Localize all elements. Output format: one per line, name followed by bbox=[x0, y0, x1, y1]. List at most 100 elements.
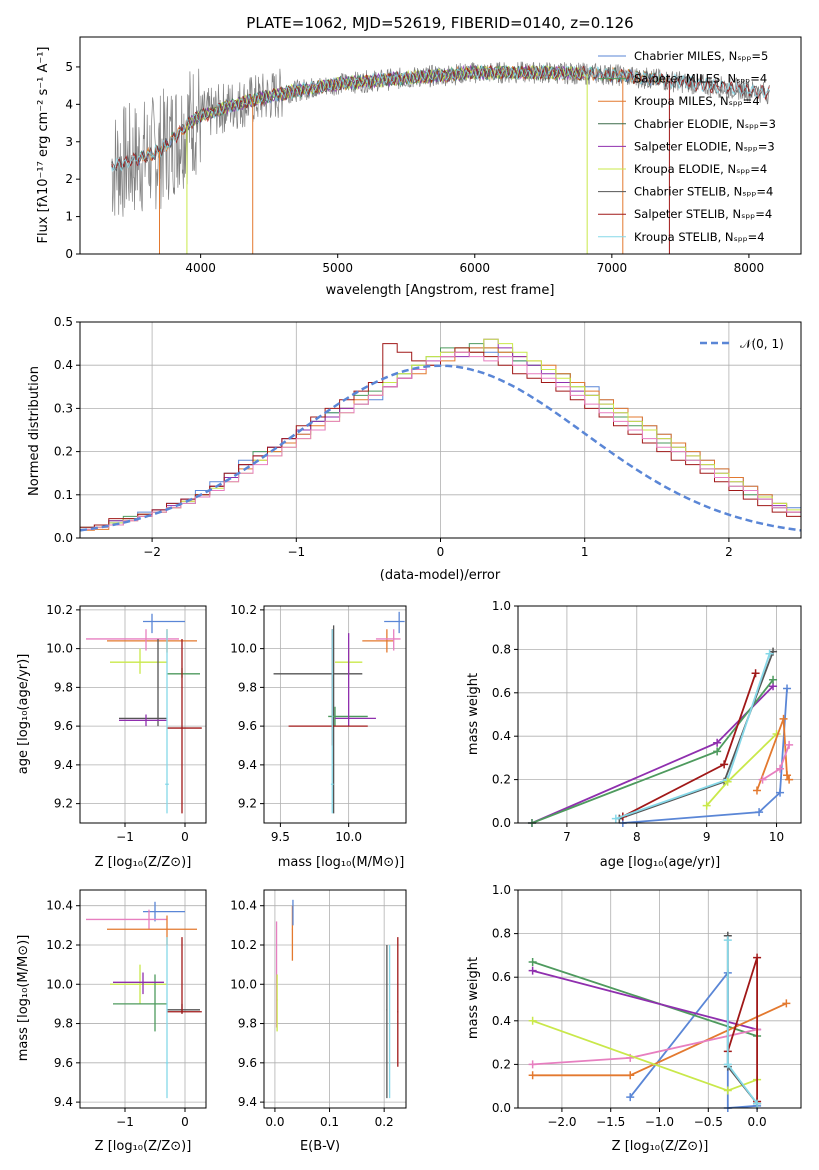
y-tick-label: 9.6 bbox=[54, 719, 73, 733]
legend-label: Salpeter STELIB, Nₛₚₚ=4 bbox=[634, 207, 772, 221]
y-tick-label: 3 bbox=[65, 135, 73, 149]
y-tick-label: 2 bbox=[65, 172, 73, 186]
y-tick-label: 9.8 bbox=[54, 680, 73, 694]
residual-histogram-panel: −2 −1 0 1 2 0.0 0.1 0.2 0.3 0.4 0.5 (data-model)/e… bbox=[27, 315, 802, 583]
x-tick-label: 0.0 bbox=[265, 1115, 284, 1129]
x-tick-label: 7000 bbox=[597, 261, 628, 275]
x-tick-label: 2 bbox=[725, 545, 733, 559]
y-tick-label: 0.6 bbox=[492, 686, 511, 700]
y-tick-label: 9.8 bbox=[238, 1017, 257, 1031]
y-tick-label: 9.8 bbox=[54, 1017, 73, 1031]
x-tick-label: −1 bbox=[116, 1115, 134, 1129]
y-tick-label: 0.2 bbox=[492, 1057, 511, 1071]
weight-series bbox=[756, 718, 790, 791]
spectrum-xlabel: wavelength [Angstrom, rest frame] bbox=[326, 283, 555, 298]
weight-marker bbox=[723, 777, 732, 786]
residual-xlabel: (data-model)/error bbox=[380, 568, 501, 583]
y-tick-label: 10.0 bbox=[230, 642, 257, 656]
y-tick-label: 10.0 bbox=[46, 977, 73, 991]
spectrum-legend: Chabrier MILES, Nₛₚₚ=5 Salpeter MILES, Nₛ… bbox=[598, 49, 776, 244]
y-tick-label: 5 bbox=[65, 60, 73, 74]
mass-vs-ebv-xlabel: E(B-V) bbox=[300, 1139, 340, 1154]
weight-marker bbox=[702, 801, 711, 810]
legend-label: Chabrier ELODIE, Nₛₚₚ=3 bbox=[634, 117, 776, 131]
y-tick-label: 10.2 bbox=[230, 603, 257, 617]
weight-marker bbox=[776, 764, 785, 773]
x-tick-label: 1 bbox=[581, 545, 589, 559]
weight-marker bbox=[626, 1071, 635, 1080]
weight-marker bbox=[785, 740, 794, 749]
mass-vs-Z-xlabel: Z [log₁₀(Z/Z⊙)] bbox=[95, 1139, 192, 1154]
y-tick-label: 0.4 bbox=[54, 358, 73, 372]
x-tick-label: 6000 bbox=[459, 261, 490, 275]
y-tick-label: 0.5 bbox=[54, 315, 73, 329]
weight-marker bbox=[528, 1016, 537, 1025]
axes-frame bbox=[263, 605, 407, 824]
x-tick-label: −2.0 bbox=[547, 1115, 576, 1129]
age-vs-Z-panel: −1 0 9.2 9.4 9.6 9.8 10.0 10.2 bbox=[46, 603, 207, 844]
axes-frame bbox=[263, 889, 407, 1109]
weight-marker bbox=[783, 771, 792, 780]
y-tick-label: 0 bbox=[65, 247, 73, 261]
y-tick-label: 9.4 bbox=[238, 758, 257, 772]
weight-marker bbox=[782, 999, 791, 1008]
weight-marker bbox=[723, 936, 732, 945]
weight-marker bbox=[720, 760, 729, 769]
x-tick-label: 10.0 bbox=[335, 830, 362, 844]
weight-vs-Z-xlabel: Z [log₁₀(Z/Z⊙)] bbox=[612, 1139, 709, 1154]
axes-frame bbox=[79, 605, 207, 824]
x-tick-label: 4000 bbox=[185, 261, 216, 275]
weight-marker bbox=[765, 649, 774, 658]
y-tick-label: 9.8 bbox=[238, 680, 257, 694]
x-tick-label: −2 bbox=[143, 545, 161, 559]
weight-marker bbox=[751, 669, 760, 678]
x-tick-label: 0.1 bbox=[320, 1115, 339, 1129]
weight-marker bbox=[752, 786, 761, 795]
y-tick-label: 1.0 bbox=[492, 599, 511, 613]
weight-marker bbox=[776, 788, 785, 797]
y-tick-label: 0.4 bbox=[492, 729, 511, 743]
y-tick-label: 0.2 bbox=[54, 445, 73, 459]
residual-ylabel: Normed distribution bbox=[27, 366, 42, 496]
weight-series bbox=[532, 1019, 758, 1092]
y-tick-label: 0.0 bbox=[492, 816, 511, 830]
weight-series bbox=[532, 961, 758, 1037]
x-tick-label: 0.2 bbox=[375, 1115, 394, 1129]
x-tick-label: −1.0 bbox=[645, 1115, 674, 1129]
weight-marker bbox=[723, 1086, 732, 1095]
x-tick-label: −1 bbox=[287, 545, 305, 559]
y-tick-label: 9.6 bbox=[238, 1056, 257, 1070]
y-tick-label: 1 bbox=[65, 210, 73, 224]
x-tick-label: 7 bbox=[563, 830, 571, 844]
weight-marker bbox=[753, 953, 762, 962]
x-tick-label: 0 bbox=[437, 545, 445, 559]
y-tick-label: 9.2 bbox=[54, 797, 73, 811]
x-tick-label: 10 bbox=[769, 830, 784, 844]
weight-vs-age-xlabel: age [log₁₀(age/yr)] bbox=[600, 855, 721, 870]
weight-marker bbox=[769, 675, 778, 684]
histogram-series bbox=[80, 351, 801, 530]
age-vs-Z-ylabel: age [log₁₀(age/yr)] bbox=[16, 654, 31, 775]
spectrum-title: PLATE=1062, MJD=52619, FIBERID=0140, z=0… bbox=[246, 14, 633, 32]
y-tick-label: 1.0 bbox=[492, 883, 511, 897]
legend-label: Kroupa STELIB, Nₛₚₚ=4 bbox=[634, 230, 765, 244]
legend-label: Chabrier MILES, Nₛₚₚ=5 bbox=[634, 49, 768, 63]
mass-vs-ebv-panel: 0.0 0.1 0.2 9.4 9.6 9.8 10.0 10.2 10.4 bbox=[230, 889, 407, 1129]
legend-label: Salpeter MILES, Nₛₚₚ=4 bbox=[634, 72, 767, 86]
y-tick-label: 10.2 bbox=[230, 938, 257, 952]
legend-label: Kroupa MILES, Nₛₚₚ=4 bbox=[634, 94, 760, 108]
weight-marker bbox=[528, 1060, 537, 1069]
legend-label: Chabrier STELIB, Nₛₚₚ=4 bbox=[634, 185, 773, 199]
weight-marker bbox=[626, 1093, 635, 1102]
model-spectrum bbox=[111, 64, 770, 173]
y-tick-label: 0.0 bbox=[492, 1101, 511, 1115]
age-vs-mass-panel: 9.5 10.0 9.2 9.4 9.6 9.8 10.0 10.2 bbox=[230, 603, 407, 844]
y-tick-label: 0.6 bbox=[492, 970, 511, 984]
weight-series bbox=[726, 957, 758, 1102]
age-vs-mass-xlabel: mass [log₁₀(M/M⊙)] bbox=[278, 855, 405, 870]
weight-marker bbox=[755, 808, 764, 817]
weight-series bbox=[532, 969, 758, 1031]
y-tick-label: 9.4 bbox=[54, 758, 73, 772]
spectrum-ylabel: Flux [fλ10⁻¹⁷ erg cm⁻² s⁻¹ A⁻¹] bbox=[36, 47, 51, 244]
weight-marker bbox=[753, 1099, 762, 1108]
